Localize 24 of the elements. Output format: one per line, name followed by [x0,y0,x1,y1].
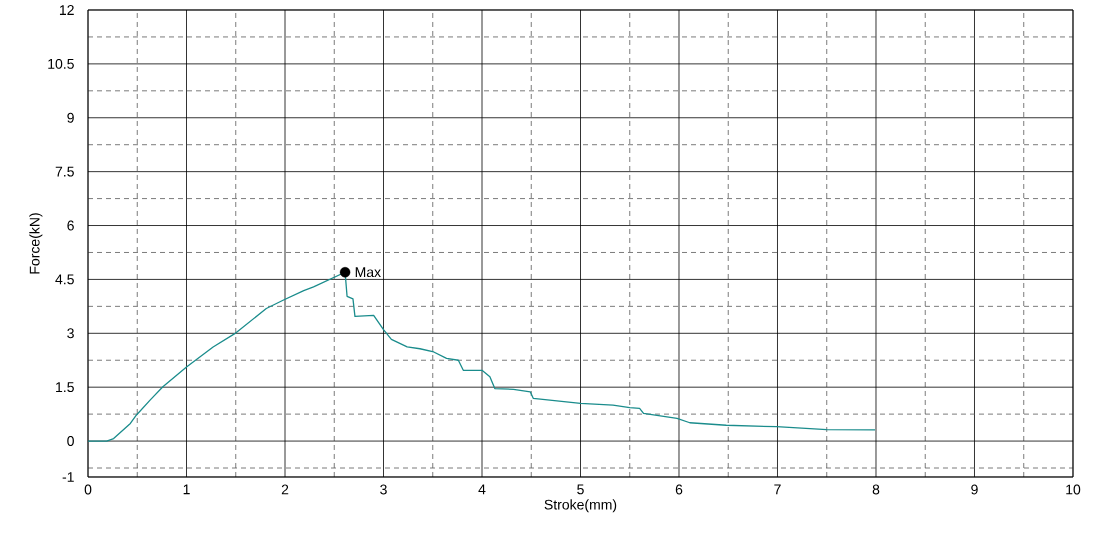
y-tick-label: 10.5 [48,58,74,69]
y-tick-label: 6 [67,220,74,231]
x-tick-label: 4 [478,484,486,495]
x-tick-label: 6 [675,484,683,495]
x-axis-title: Stroke(mm) [544,499,617,513]
x-tick-label: 0 [84,484,92,495]
x-tick-label: 7 [774,484,781,495]
y-tick-label: 3 [67,328,74,339]
x-tick-label: 10 [1066,484,1081,495]
x-tick-label: 2 [281,484,289,495]
y-tick-label: 0 [67,436,74,447]
y-axis-title: Force(kN) [29,213,43,274]
y-tick-label: 7.5 [55,166,74,177]
x-tick-label: 3 [380,484,387,495]
y-tick-label: 4.5 [55,274,74,285]
y-tick-label: 12 [59,5,74,15]
x-tick-label: 9 [971,484,978,495]
annotation: Max [355,267,381,278]
y-tick-label: 9 [67,112,74,123]
y-tick-label: 1.5 [56,382,74,393]
x-tick-label: 1 [183,484,190,495]
y-tick-label: -1 [62,472,74,482]
x-tick-label: 8 [872,484,880,495]
x-tick-label: 5 [577,484,584,495]
